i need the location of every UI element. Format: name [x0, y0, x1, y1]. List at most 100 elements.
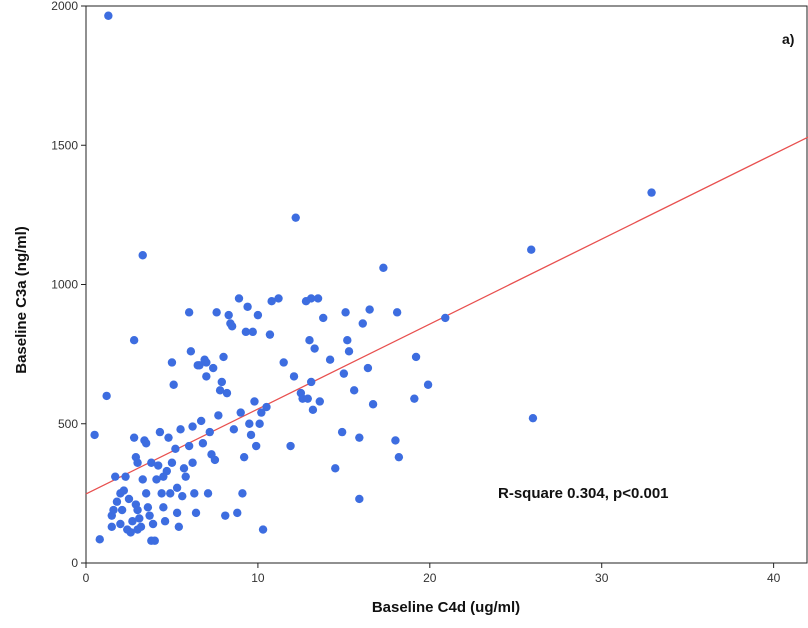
- r-square-annotation: R-square 0.304, p<0.001: [498, 485, 669, 502]
- data-point: [124, 494, 134, 504]
- data-point: [102, 391, 111, 401]
- panel-label: a): [782, 31, 794, 47]
- data-point: [95, 535, 104, 544]
- data-point: [141, 489, 151, 498]
- data-point: [157, 489, 166, 498]
- data-point: [251, 441, 261, 451]
- y-tick-label: 1000: [51, 278, 78, 292]
- data-point: [198, 439, 208, 448]
- data-point: [221, 511, 230, 520]
- data-point: [233, 508, 242, 518]
- data-point: [303, 394, 312, 403]
- data-point: [222, 388, 232, 398]
- x-tick-label: 40: [767, 571, 781, 585]
- data-point: [286, 441, 295, 451]
- data-point: [358, 319, 367, 328]
- data-point: [166, 489, 175, 498]
- data-point: [267, 297, 276, 306]
- data-point: [117, 505, 127, 515]
- data-point: [229, 425, 239, 434]
- data-point: [111, 472, 120, 481]
- data-point: [394, 452, 404, 462]
- data-point: [152, 475, 161, 484]
- data-point: [188, 458, 197, 467]
- data-point: [203, 489, 213, 498]
- data-point: [245, 419, 254, 428]
- data-point: [528, 413, 538, 423]
- data-point: [219, 352, 228, 362]
- data-point: [109, 505, 118, 515]
- data-point: [104, 11, 113, 20]
- data-points-layer: [90, 11, 656, 545]
- data-point: [310, 344, 319, 353]
- data-point: [191, 508, 201, 518]
- data-point: [129, 433, 139, 442]
- data-point: [325, 355, 335, 364]
- data-point: [178, 491, 187, 501]
- data-point: [411, 352, 421, 362]
- data-point: [179, 464, 189, 473]
- data-point: [126, 528, 135, 537]
- data-point: [148, 519, 158, 529]
- data-point: [202, 358, 211, 367]
- data-point: [305, 336, 314, 345]
- y-tick-label: 500: [58, 417, 78, 431]
- data-point: [90, 430, 99, 440]
- data-point: [368, 400, 378, 409]
- data-point: [236, 408, 245, 417]
- data-point: [647, 188, 656, 197]
- data-point: [319, 313, 328, 323]
- data-point: [306, 294, 316, 303]
- data-point: [250, 397, 259, 406]
- data-point: [196, 416, 206, 426]
- data-point: [155, 427, 165, 437]
- data-point: [355, 494, 364, 504]
- x-tick-label: 20: [423, 571, 437, 585]
- data-point: [150, 536, 159, 545]
- data-point: [379, 263, 388, 272]
- data-point: [337, 427, 347, 437]
- plot-area: [85, 5, 808, 564]
- data-point: [174, 522, 184, 531]
- data-point: [143, 503, 153, 512]
- data-point: [343, 336, 352, 345]
- data-point: [145, 511, 154, 520]
- x-tick-label: 30: [595, 571, 609, 585]
- data-point: [160, 517, 170, 526]
- data-point: [209, 363, 218, 373]
- data-point: [392, 308, 402, 317]
- data-point: [308, 405, 318, 415]
- data-point: [243, 302, 252, 311]
- data-point: [184, 308, 194, 317]
- data-point: [363, 363, 373, 373]
- data-point: [315, 397, 324, 406]
- data-point: [210, 455, 220, 465]
- data-point: [239, 452, 249, 462]
- y-tick-label: 2000: [51, 0, 78, 13]
- data-point: [262, 402, 271, 412]
- data-point: [238, 489, 247, 498]
- x-tick-label: 0: [83, 571, 90, 585]
- data-point: [136, 522, 146, 531]
- data-point: [248, 327, 257, 337]
- data-point: [205, 427, 214, 437]
- data-point: [227, 322, 237, 331]
- data-point: [181, 472, 190, 481]
- data-point: [289, 372, 299, 381]
- data-point: [365, 305, 374, 314]
- data-point: [119, 486, 129, 495]
- data-point: [172, 483, 182, 493]
- data-point: [138, 251, 147, 260]
- data-point: [274, 294, 283, 303]
- plot-frame: [85, 5, 808, 564]
- data-point: [253, 310, 263, 320]
- data-point: [107, 522, 116, 531]
- data-point: [121, 472, 130, 481]
- data-point: [176, 425, 185, 434]
- data-point: [255, 419, 264, 428]
- data-point: [349, 386, 359, 395]
- data-point: [186, 347, 196, 356]
- data-point: [147, 458, 156, 467]
- data-point: [162, 466, 171, 476]
